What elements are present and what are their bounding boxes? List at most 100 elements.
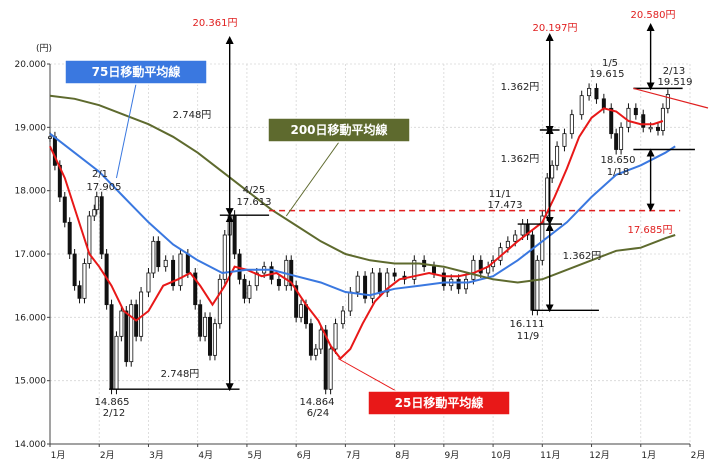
y-tick-label: 14.000	[15, 440, 47, 450]
y-tick-label: 15.000	[15, 377, 47, 387]
price-candle	[463, 278, 468, 290]
label-apr25-date: 4/25	[243, 185, 265, 196]
price-candle	[242, 278, 247, 299]
label-feb13-value: 19.519	[658, 77, 693, 88]
ma-line-1	[49, 132, 676, 297]
x-tick-label: 6月	[297, 450, 312, 461]
price-candle	[535, 259, 540, 311]
ma-line-0	[49, 107, 664, 360]
y-tick-label: 19.000	[15, 123, 47, 133]
price-candle	[77, 285, 82, 299]
price-candle	[478, 259, 483, 274]
label-resistance: 17.685円	[628, 225, 673, 236]
price-candle	[92, 209, 97, 217]
label-jan18-date: 1/18	[607, 167, 629, 178]
price-candle	[247, 285, 252, 299]
price-candle	[276, 278, 281, 287]
price-candle	[207, 316, 212, 356]
label-jun24-value: 14.864	[300, 397, 335, 408]
annotation-labels: 20.361円 20.197円 20.580円 2.748円 2.748円 1.362円 1…	[87, 10, 693, 419]
price-candle	[377, 272, 382, 293]
price-candle	[456, 278, 461, 290]
price-candle	[203, 316, 208, 337]
price-candle	[587, 87, 592, 97]
x-tick-label: 1月	[641, 450, 656, 461]
label-1362-a: 1.362円	[501, 82, 540, 93]
x-tick-label: 5月	[248, 450, 263, 461]
price-candle	[660, 107, 665, 131]
legend-25-box	[367, 390, 511, 416]
price-candle	[109, 304, 114, 390]
price-candle	[412, 259, 417, 280]
legend-75-pointer	[115, 83, 137, 179]
label-nov9-date: 11/9	[517, 331, 539, 342]
trend-line	[633, 87, 709, 109]
price-candle	[431, 266, 436, 274]
price-candle	[185, 253, 190, 274]
price-candle	[163, 259, 168, 268]
price-candle	[232, 214, 237, 255]
price-candle	[299, 304, 304, 318]
y-tick-label: 18.000	[15, 187, 47, 197]
price-candle	[609, 107, 614, 135]
label-jan5-value: 19.615	[590, 69, 625, 80]
price-candle	[619, 126, 624, 150]
price-candle	[348, 291, 353, 312]
price-candle	[579, 95, 584, 116]
x-tick-label: 9月	[444, 450, 459, 461]
x-tick-label: 7月	[346, 450, 361, 461]
y-tick-label: 17.000	[15, 250, 47, 260]
label-nov9-value: 16.111	[510, 319, 545, 330]
price-candle	[87, 215, 92, 264]
legend-75-box	[64, 59, 208, 85]
price-candle	[540, 215, 545, 261]
label-2748-top: 2.748円	[173, 110, 212, 121]
x-tick-label: 1月	[51, 450, 66, 461]
label-20197: 20.197円	[533, 23, 578, 34]
x-tick-label: 8月	[395, 450, 410, 461]
price-candle	[119, 310, 124, 337]
price-candle	[392, 272, 397, 277]
legend-200-box	[267, 117, 411, 143]
label-20361: 20.361円	[193, 18, 238, 29]
legend-200-pointer	[285, 141, 340, 217]
price-candle	[626, 107, 631, 128]
y-unit-label: (円)	[36, 43, 52, 54]
label-jun24-date: 6/24	[307, 408, 329, 419]
price-candle	[156, 240, 161, 268]
price-candle	[385, 272, 390, 293]
price-candle	[471, 259, 476, 280]
price-candle	[569, 114, 574, 135]
legend-layer: 75日移動平均線 200日移動平均線 25日移動平均線	[64, 59, 511, 416]
price-candle	[151, 240, 156, 274]
price-candle	[505, 240, 510, 249]
x-tick-label: 3月	[149, 450, 164, 461]
x-tick-label: 2月	[691, 450, 706, 461]
label-feb12-date: 2/12	[103, 408, 125, 419]
price-candle	[328, 348, 333, 390]
price-candle	[99, 196, 104, 255]
price-candle	[520, 223, 525, 236]
price-candle	[146, 272, 151, 293]
price-candle	[212, 323, 217, 356]
price-candle	[601, 98, 606, 109]
price-candle	[129, 304, 134, 363]
label-feb1-date: 2/1	[92, 169, 108, 180]
price-candle	[171, 259, 176, 287]
price-candle	[318, 329, 323, 350]
legend-75-text: 75日移動平均線	[92, 64, 181, 79]
label-apr25-value: 17.613	[237, 197, 272, 208]
x-tick-label: 12月	[589, 450, 609, 461]
price-candle	[562, 133, 567, 147]
price-candle	[441, 272, 446, 287]
label-jan5-date: 1/5	[602, 58, 618, 69]
price-candle	[648, 126, 653, 130]
label-2748-bottom: 2.748円	[161, 369, 200, 380]
legend-25-text: 25日移動平均線	[395, 395, 484, 410]
price-candle	[294, 285, 299, 318]
price-candle	[94, 196, 99, 211]
price-candle	[114, 335, 119, 390]
price-candle	[178, 253, 183, 287]
price-candle	[633, 107, 638, 116]
